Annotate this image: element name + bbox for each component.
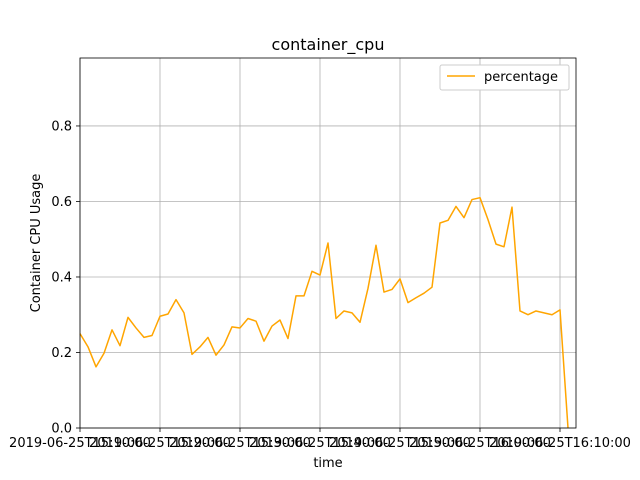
grid (79, 58, 576, 429)
legend: percentage (439, 64, 570, 91)
x-tick-label: 2019-06-25T16:00:00 (409, 436, 551, 451)
y-axis-title: Container CPU Usage (29, 174, 44, 313)
x-tick-label: 2019-06-25T15:30:00 (169, 436, 311, 451)
x-tick-label: 2019-06-25T15:10:00 (9, 436, 151, 451)
x-tick-label: 2019-06-25T15:50:00 (329, 436, 471, 451)
legend-frame (439, 64, 570, 91)
series-layer (79, 196, 569, 429)
legend-label-percentage: percentage (484, 70, 558, 85)
x-tick-label: 2019-06-25T16:10:00 (489, 436, 631, 451)
ticks: 0.00.20.40.60.82019-06-25T15:10:002019-0… (9, 119, 631, 451)
y-tick-label: 0.6 (51, 195, 72, 210)
y-tick-label: 0.4 (51, 270, 72, 285)
x-axis-title: time (313, 456, 342, 471)
plot-frame (79, 57, 577, 429)
series-line-percentage (79, 196, 569, 429)
chart-title: container_cpu (272, 35, 385, 55)
x-tick-label: 2019-06-25T15:20:00 (89, 436, 231, 451)
y-tick-label: 0.8 (51, 119, 72, 134)
x-tick-label: 2019-06-25T15:40:00 (249, 436, 391, 451)
y-tick-label: 0.0 (51, 422, 72, 437)
y-tick-label: 0.2 (51, 346, 72, 361)
